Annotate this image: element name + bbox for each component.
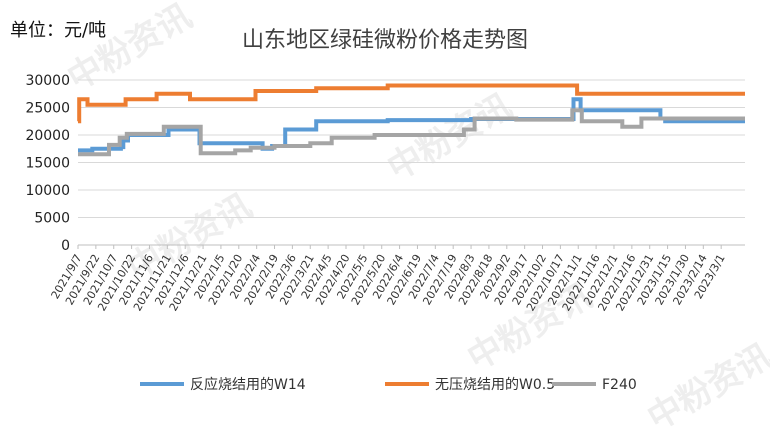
legend-label: 反应烧结用的W14: [190, 376, 306, 393]
gridlines: [78, 79, 745, 246]
y-tick-label: 0: [61, 238, 70, 254]
legend-label: 无压烧结用的W0.5: [435, 377, 555, 393]
series-line: [78, 108, 745, 157]
price-line-chart: 0 5000 10000 15000 20000 25000 30000 2021/9/72…: [25, 73, 745, 393]
series-line: [77, 83, 745, 124]
chart-title: 山东地区绿硅微粉价格走势图: [241, 28, 528, 53]
y-tick-label: 5000: [34, 211, 70, 227]
series-lines: [77, 83, 745, 157]
y-tick-label: 25000: [25, 101, 70, 117]
x-axis: 2021/9/72021/9/222021/10/72021/10/222021…: [49, 244, 745, 313]
y-tick-label: 10000: [25, 183, 70, 199]
unit-label: 单位：元/吨: [10, 20, 107, 41]
y-tick-label: 15000: [25, 156, 70, 172]
chart-frame: 单位：元/吨 山东地区绿硅微粉价格走势图 中粉资讯 中粉资讯 中粉资讯 中粉资讯…: [10, 0, 770, 439]
y-axis: 0 5000 10000 15000 20000 25000 30000: [25, 73, 70, 254]
legend: 反应烧结用的W14 无压烧结用的W0.5 F240: [140, 376, 637, 393]
y-tick-label: 20000: [25, 128, 70, 144]
legend-label: F240: [602, 377, 637, 393]
y-tick-label: 30000: [25, 73, 70, 89]
